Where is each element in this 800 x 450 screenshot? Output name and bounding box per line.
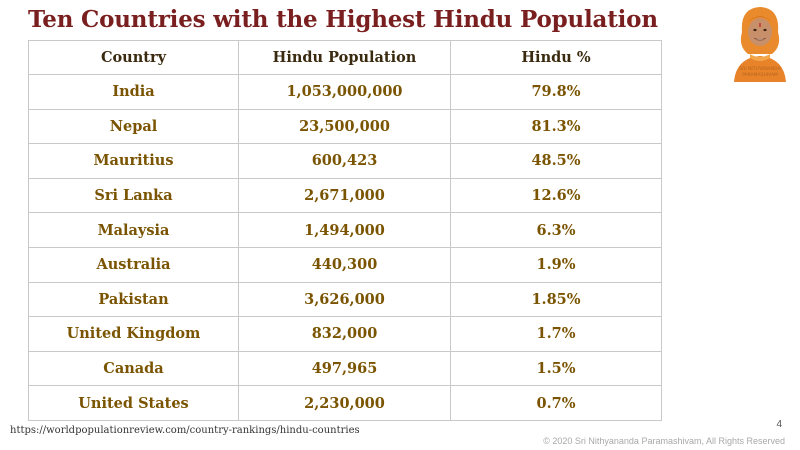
country-cell: Mauritius — [28, 143, 239, 179]
table-row: Canada 497,965 1.5% — [28, 350, 662, 387]
percent-cell: 1.9% — [450, 246, 662, 283]
country-cell: Australia — [28, 246, 239, 283]
hindu-population-table: Country Hindu Population Hindu % India 1… — [28, 40, 662, 421]
percent-cell: 0.7% — [450, 385, 662, 421]
population-cell: 1,494,000 — [238, 212, 451, 248]
country-cell: United Kingdom — [28, 316, 239, 352]
copyright-notice: © 2020 Sri Nithyananda Paramashivam, All… — [543, 436, 785, 446]
percent-cell: 1.85% — [450, 281, 662, 318]
percent-cell: 1.7% — [450, 316, 662, 352]
header-hindu-population: Hindu Population — [238, 40, 451, 75]
country-cell: Nepal — [28, 108, 239, 145]
population-cell: 832,000 — [238, 316, 451, 352]
percent-cell: 12.6% — [450, 177, 662, 214]
table-row: Australia 440,300 1.9% — [28, 246, 662, 283]
table-row: Pakistan 3,626,000 1.85% — [28, 281, 662, 318]
logo-caption-line1: SRI NITHYANANDA — [739, 67, 781, 72]
table-row: India 1,053,000,000 79.8% — [28, 74, 662, 110]
logo-caption-line2: PARAMASHIVAM — [742, 73, 778, 78]
country-cell: India — [28, 74, 239, 110]
country-cell: Canada — [28, 350, 239, 387]
table-row: United States 2,230,000 0.7% — [28, 385, 662, 421]
country-cell: Pakistan — [28, 281, 239, 318]
population-cell: 600,423 — [238, 143, 451, 179]
population-cell: 23,500,000 — [238, 108, 451, 145]
header-hindu-percent: Hindu % — [450, 40, 662, 75]
table-row: Malaysia 1,494,000 6.3% — [28, 212, 662, 248]
page-number: 4 — [776, 419, 782, 430]
percent-cell: 79.8% — [450, 74, 662, 110]
portrait-logo — [734, 7, 786, 82]
table-row: Sri Lanka 2,671,000 12.6% — [28, 177, 662, 214]
percent-cell: 81.3% — [450, 108, 662, 145]
population-cell: 440,300 — [238, 246, 451, 283]
logo-caption: SRI NITHYANANDA PARAMASHIVAM — [726, 67, 794, 79]
country-cell: Malaysia — [28, 212, 239, 248]
population-cell: 2,671,000 — [238, 177, 451, 214]
population-cell: 1,053,000,000 — [238, 74, 451, 110]
percent-cell: 1.5% — [450, 350, 662, 387]
percent-cell: 6.3% — [450, 212, 662, 248]
country-cell: United States — [28, 385, 239, 421]
source-link[interactable]: https://worldpopulationreview.com/countr… — [10, 425, 360, 436]
slide-title: Ten Countries with the Highest Hindu Pop… — [28, 6, 658, 33]
table-row: United Kingdom 832,000 1.7% — [28, 316, 662, 352]
population-cell: 497,965 — [238, 350, 451, 387]
population-cell: 2,230,000 — [238, 385, 451, 421]
header-country: Country — [28, 40, 239, 75]
population-cell: 3,626,000 — [238, 281, 451, 318]
table-row: Nepal 23,500,000 81.3% — [28, 108, 662, 145]
percent-cell: 48.5% — [450, 143, 662, 179]
country-cell: Sri Lanka — [28, 177, 239, 214]
table-header-row: Country Hindu Population Hindu % — [28, 40, 662, 75]
table-row: Mauritius 600,423 48.5% — [28, 143, 662, 179]
